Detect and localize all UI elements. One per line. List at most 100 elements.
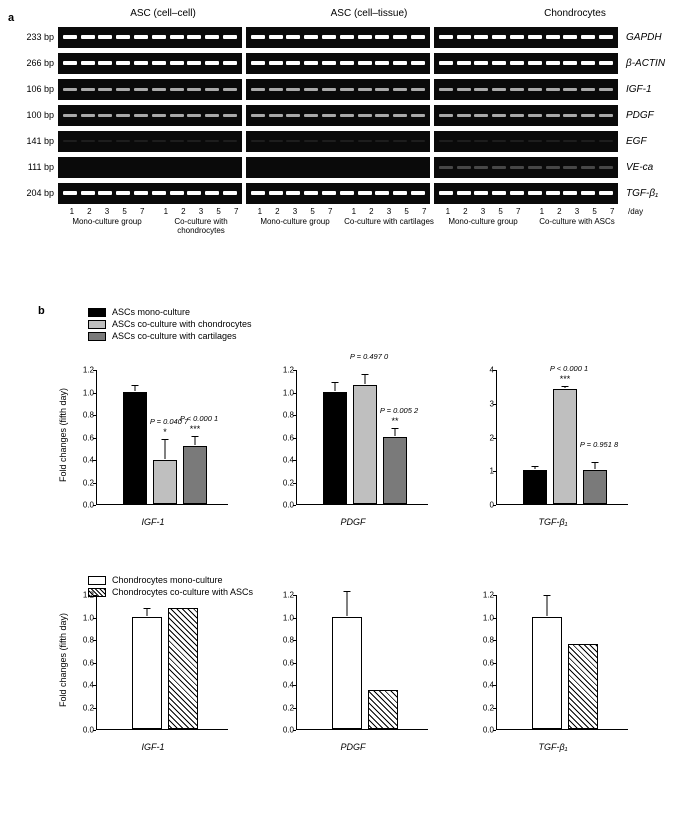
gel-band bbox=[411, 191, 425, 195]
y-tick-label: 1.0 bbox=[83, 613, 94, 622]
gel-band bbox=[98, 191, 112, 195]
gel-band bbox=[152, 114, 166, 117]
gel-band bbox=[358, 191, 372, 195]
gel-band bbox=[358, 140, 372, 142]
y-tick-label: 1.0 bbox=[83, 388, 94, 397]
gel-band bbox=[393, 35, 407, 39]
gel-band bbox=[205, 191, 219, 195]
gel-band bbox=[205, 88, 219, 91]
gel-band bbox=[599, 61, 613, 65]
gel-lane-box bbox=[434, 105, 618, 126]
gel-band bbox=[322, 61, 336, 65]
gene-label: VE-ca bbox=[622, 162, 674, 173]
y-tick-label: 3 bbox=[490, 399, 494, 408]
gel-band bbox=[457, 140, 471, 142]
gel-band bbox=[492, 140, 506, 142]
gel-band bbox=[251, 35, 265, 39]
gel-band bbox=[492, 88, 506, 91]
gel-band bbox=[510, 61, 524, 65]
y-tick-label: 0.0 bbox=[83, 726, 94, 735]
day-label: 1 bbox=[352, 207, 356, 216]
gel-rows: 233 bpGAPDH266 bpβ-ACTIN106 bpIGF-1100 b… bbox=[8, 25, 678, 205]
gel-band bbox=[393, 191, 407, 195]
gel-band bbox=[340, 191, 354, 195]
day-label: 2 bbox=[369, 207, 373, 216]
legend-swatch bbox=[88, 332, 106, 341]
gel-band bbox=[563, 88, 577, 91]
gel-band bbox=[563, 61, 577, 65]
gel-band bbox=[546, 140, 560, 142]
gel-band bbox=[599, 35, 613, 39]
gel-band bbox=[304, 114, 318, 117]
gel-band bbox=[358, 88, 372, 91]
gel-band bbox=[439, 166, 453, 169]
gel-band bbox=[563, 166, 577, 169]
bars-container: P = 0.079 9 bbox=[502, 594, 628, 729]
gel-band bbox=[63, 61, 77, 65]
gel-band bbox=[492, 35, 506, 39]
bar bbox=[532, 617, 562, 730]
gel-band bbox=[205, 140, 219, 142]
gel-band bbox=[187, 140, 201, 142]
gel-band bbox=[223, 61, 237, 65]
day-labels-row: 123571235712357123571235712357/day bbox=[60, 207, 678, 216]
y-tick-label: 0 bbox=[490, 501, 494, 510]
day-group: 1235712357 bbox=[436, 207, 624, 216]
bar: P < 0.000 1*** bbox=[183, 446, 207, 505]
gel-band bbox=[322, 140, 336, 142]
day-label: 5 bbox=[216, 207, 220, 216]
col-header: ASC (cell–cell) bbox=[60, 8, 266, 23]
gel-band bbox=[375, 114, 389, 117]
group-labels-row: Mono-culture groupCo-culture with chondr… bbox=[60, 216, 678, 238]
y-tick-label: 1.2 bbox=[483, 591, 494, 600]
gel-band bbox=[134, 88, 148, 91]
gel-band bbox=[223, 114, 237, 117]
bar-chart: 0.00.20.40.60.81.01.2Fold changes (fifth… bbox=[68, 585, 238, 760]
gel-band bbox=[474, 140, 488, 142]
gel-band bbox=[223, 88, 237, 91]
gel-band bbox=[510, 35, 524, 39]
gel-band bbox=[439, 61, 453, 65]
gel-band bbox=[340, 88, 354, 91]
gel-band bbox=[510, 114, 524, 117]
day-label: 3 bbox=[481, 207, 485, 216]
bp-label: 106 bp bbox=[8, 84, 58, 94]
gel-band bbox=[134, 61, 148, 65]
day-label: 3 bbox=[575, 207, 579, 216]
day-label: 1 bbox=[446, 207, 450, 216]
gene-label: EGF bbox=[622, 136, 674, 147]
panel-b-label: b bbox=[38, 305, 45, 317]
gel-lane-box bbox=[58, 79, 242, 100]
gel-band bbox=[563, 140, 577, 142]
gel-band bbox=[340, 61, 354, 65]
gel-band bbox=[187, 191, 201, 195]
gel-lane-box bbox=[434, 183, 618, 204]
gene-label: GAPDH bbox=[622, 32, 674, 43]
gel-band bbox=[546, 88, 560, 91]
gel-band bbox=[170, 191, 184, 195]
gel-band bbox=[63, 88, 77, 91]
panel-a-gel: a ASC (cell–cell) ASC (cell–tissue) Chon… bbox=[8, 8, 678, 238]
gel-band bbox=[358, 61, 372, 65]
gel-band bbox=[510, 88, 524, 91]
p-value-label: P = 0.497 0 bbox=[339, 352, 399, 361]
gel-band bbox=[286, 140, 300, 142]
gel-lane-box bbox=[246, 131, 430, 152]
gel-band bbox=[474, 61, 488, 65]
bar: P = 0.040 7* bbox=[153, 460, 177, 504]
gel-band bbox=[170, 114, 184, 117]
gel-band bbox=[393, 61, 407, 65]
bp-label: 233 bp bbox=[8, 32, 58, 42]
panel-a-column-headers: ASC (cell–cell) ASC (cell–tissue) Chondr… bbox=[60, 8, 678, 23]
gel-band bbox=[63, 114, 77, 117]
y-tick-label: 1.2 bbox=[283, 591, 294, 600]
gel-band bbox=[563, 114, 577, 117]
legend-text: ASCs co-culture with cartilages bbox=[112, 331, 237, 341]
gel-band bbox=[251, 61, 265, 65]
gel-band bbox=[187, 88, 201, 91]
bar bbox=[123, 392, 147, 505]
day-group: 1235712357 bbox=[248, 207, 436, 216]
day-label: 5 bbox=[310, 207, 314, 216]
gel-band bbox=[269, 61, 283, 65]
legend-item: ASCs co-culture with cartilages bbox=[88, 331, 252, 341]
